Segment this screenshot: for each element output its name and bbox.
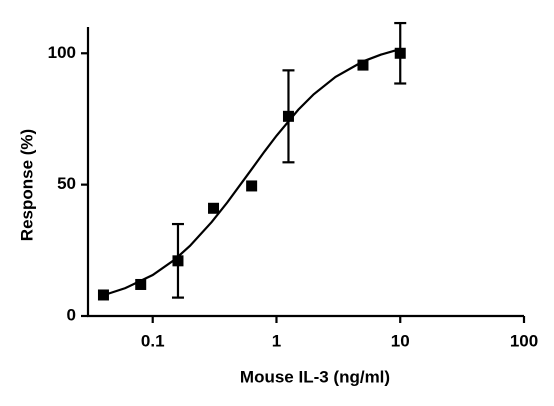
point xyxy=(357,59,369,71)
point xyxy=(97,289,109,301)
x-tick-label: 0.1 xyxy=(141,331,165,350)
y-tick-label: 50 xyxy=(57,174,76,193)
x-axis-label: Mouse IL-3 (ng/ml) xyxy=(240,367,390,386)
y-tick-label: 0 xyxy=(67,305,76,324)
point xyxy=(135,278,147,290)
fit-curve xyxy=(103,48,401,297)
point xyxy=(246,180,258,192)
point xyxy=(208,202,220,214)
y-axis-label: Response (%) xyxy=(17,129,36,241)
y-tick-label: 100 xyxy=(48,43,76,62)
point xyxy=(172,255,184,267)
x-tick-label: 10 xyxy=(391,331,410,350)
point xyxy=(394,47,406,59)
x-tick-label: 1 xyxy=(272,331,281,350)
x-tick-label: 100 xyxy=(510,331,538,350)
point xyxy=(282,110,294,122)
